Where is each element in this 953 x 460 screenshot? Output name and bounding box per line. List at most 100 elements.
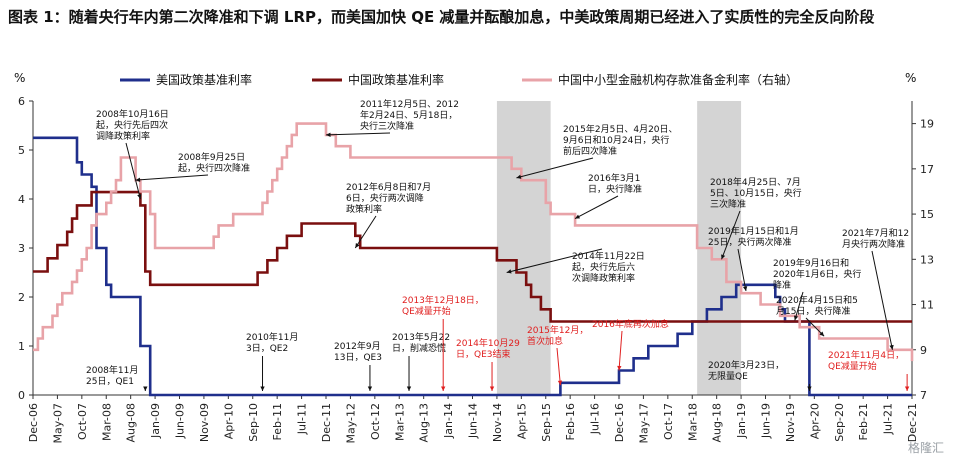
legend: 美国政策基准利率 中国政策基准利率 中国中小型金融机构存款准备金利率（右轴） [120,72,798,87]
annotations: 2008年10月16日起，央行先后四次调降政策利率2008年9月25日起，央行四… [86,98,910,391]
annotation-arrowhead [516,174,522,179]
annotation-arrowhead [355,243,360,248]
annotation-arrow [135,174,209,181]
annotation-arrow [125,142,141,200]
annotation-line: 2013年12月18日， [402,294,484,306]
annotation-line: QE减量开始 [828,360,877,372]
annotation-line: 2012年6月8日和7月 [346,181,431,193]
annotation-line: 2018年4月25日、7月 [710,176,801,188]
left-tick-label: 3 [18,242,25,255]
annotation-line: 日，央行降准 [588,183,642,195]
annotation-arrowhead [441,386,446,391]
annotation-line: 25日，QE1 [86,376,134,387]
x-tick-label: Nov-09 [198,403,211,442]
annotation-arrowhead [135,177,141,183]
right-axis-unit: % [905,71,916,85]
x-tick-label: Nov-14 [491,403,504,442]
annotation-arrowhead [326,132,331,137]
x-tick-label: Nov-19 [784,403,797,442]
annotation-21: 2021年11月4日，QE减量开始 [828,349,910,391]
x-tick-label: May-07 [51,403,64,444]
chart-title: 图表 1：随着央行年内第二次降准和下调 LRP，而美国加快 QE 减量并酝酿加息… [8,8,875,26]
annotation-line: 次调降政策利率 [572,272,635,284]
annotation-line: 2016年底再次加息 [592,318,669,330]
series-line-1 [33,190,912,323]
annotation-arrowhead [575,214,581,219]
annotation-line: 起，央行先后四次 [96,119,168,131]
right-tick-label: 17 [920,163,934,176]
annotation-arrowhead [742,286,748,291]
shaded-period-0 [496,101,551,395]
annotation-line: 2014年10月29 [456,337,520,349]
annotation-arrow [574,195,619,220]
watermark: 格隆汇 [908,440,944,455]
annotation-line: 2012年9月 [334,340,381,352]
annotation-line: 央行三次降准 [360,120,414,132]
left-tick-label: 5 [18,144,25,157]
annotation-line: 5日、10月15日，央行 [710,187,802,199]
legend-label-1: 中国政策基准利率 [348,72,444,87]
annotation-arrow [721,210,741,260]
left-axis-unit: % [14,71,25,85]
x-tick-label: Mar-18 [686,403,699,441]
annotation-line: 2008年10月16日 [96,108,169,120]
annotation-line: 政策利率 [346,203,382,215]
right-tick-label: 7 [920,389,927,402]
x-tick-label: Sep-20 [833,403,846,442]
annotation-line: 起，央行四次降准 [178,162,250,174]
annotation-line: 6日，央行两次调降 [346,192,424,204]
x-tick-label: Jun-19 [760,403,773,439]
right-tick-label: 13 [920,253,934,266]
x-tick-label: Mar-13 [393,403,406,441]
annotation-line: 无限量QE [708,371,748,382]
left-tick-label: 0 [18,389,25,402]
annotation-line: 月15日，央行降准 [776,305,850,317]
annotation-arrowhead [137,194,142,199]
annotation-line: 2016年3月1 [588,172,640,184]
annotation-arrow [737,248,747,292]
right-tick-label: 11 [920,299,934,312]
annotation-line: 前后四次降准 [563,145,617,157]
annotation-arrow [618,330,623,371]
annotation-line: 25日，央行两次降准 [708,236,791,248]
annotation-line: 2011年12月5日、2012 [360,98,459,110]
annotation-line: 2021年11月4日， [828,349,904,361]
left-tick-label: 4 [18,193,25,206]
legend-label-0: 美国政策基准利率 [156,72,252,87]
annotation-arrowhead [143,386,148,391]
series-line-2 [33,122,914,362]
annotation-arrowhead [367,386,373,391]
x-tick-label: Jul-11 [296,403,309,435]
x-tick-label: Oct-17 [662,403,675,440]
annotation-arrowhead [406,386,412,391]
x-tick-label: Apr-15 [515,403,528,439]
annotation-line: 2015年2月5日、4月20日、 [563,123,678,135]
annotation-arrowhead [807,386,812,391]
x-tick-label: Dec-06 [27,403,40,442]
x-tick-label: May-17 [637,403,650,444]
annotation-arrow [516,157,594,179]
annotation-arrow [794,291,804,321]
annotation-line: 2014年11月22日 [572,250,645,262]
annotation-line: 2020年1月6日，央行 [773,268,861,280]
x-tick-label: Aug-13 [418,403,431,442]
x-tick-label: Jan-19 [735,403,748,439]
left-tick-label: 6 [18,95,25,108]
annotation-line: 月央行两次降准 [842,238,905,250]
annotation-arrowhead [889,344,894,350]
series-lines [33,122,914,397]
x-tick-label: Jul-16 [589,403,602,435]
annotation-line: QE减量开始 [402,305,451,317]
right-tick-label: 15 [920,208,934,221]
annotation-arrowhead [793,315,799,321]
annotation-18: 2015年12月，首次加息 [527,324,588,386]
